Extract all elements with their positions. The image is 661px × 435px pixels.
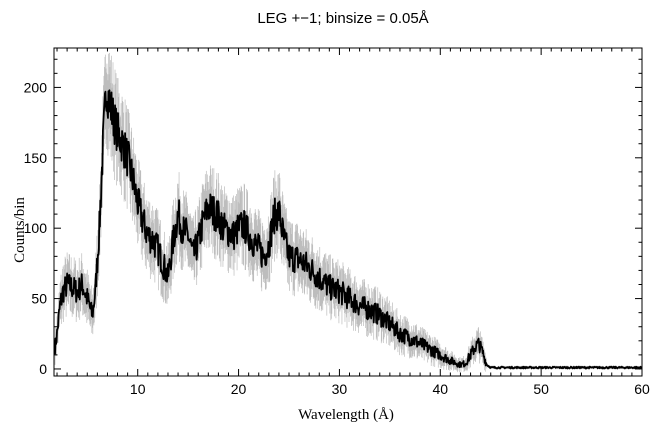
y-tick-label: 200 xyxy=(24,79,48,95)
x-tick-label: 50 xyxy=(533,381,549,397)
plot-frame xyxy=(53,47,643,377)
x-tick-label: 20 xyxy=(231,381,247,397)
plot-area xyxy=(54,53,642,373)
x-tick-label: 10 xyxy=(130,381,146,397)
x-axis-label: Wavelength (Å) xyxy=(298,407,394,423)
series-line xyxy=(54,89,642,370)
y-tick-label: 100 xyxy=(24,220,48,236)
y-tick-label: 150 xyxy=(24,150,48,166)
x-tick-label: 60 xyxy=(634,381,650,397)
chart-title: LEG +−1; binsize = 0.05Å xyxy=(257,10,428,27)
series-group xyxy=(54,89,642,370)
error-band xyxy=(54,53,642,373)
y-axis-label: Counts/bin xyxy=(12,197,28,263)
x-tick-label: 40 xyxy=(432,381,448,397)
y-tick-label: 0 xyxy=(39,361,47,377)
axis-ticks: 10 20 30 40 50 60 0 50 100 150 200 xyxy=(24,48,650,397)
error-bars xyxy=(54,53,642,373)
y-tick-label: 50 xyxy=(31,291,47,307)
x-tick-label: 30 xyxy=(332,381,348,397)
